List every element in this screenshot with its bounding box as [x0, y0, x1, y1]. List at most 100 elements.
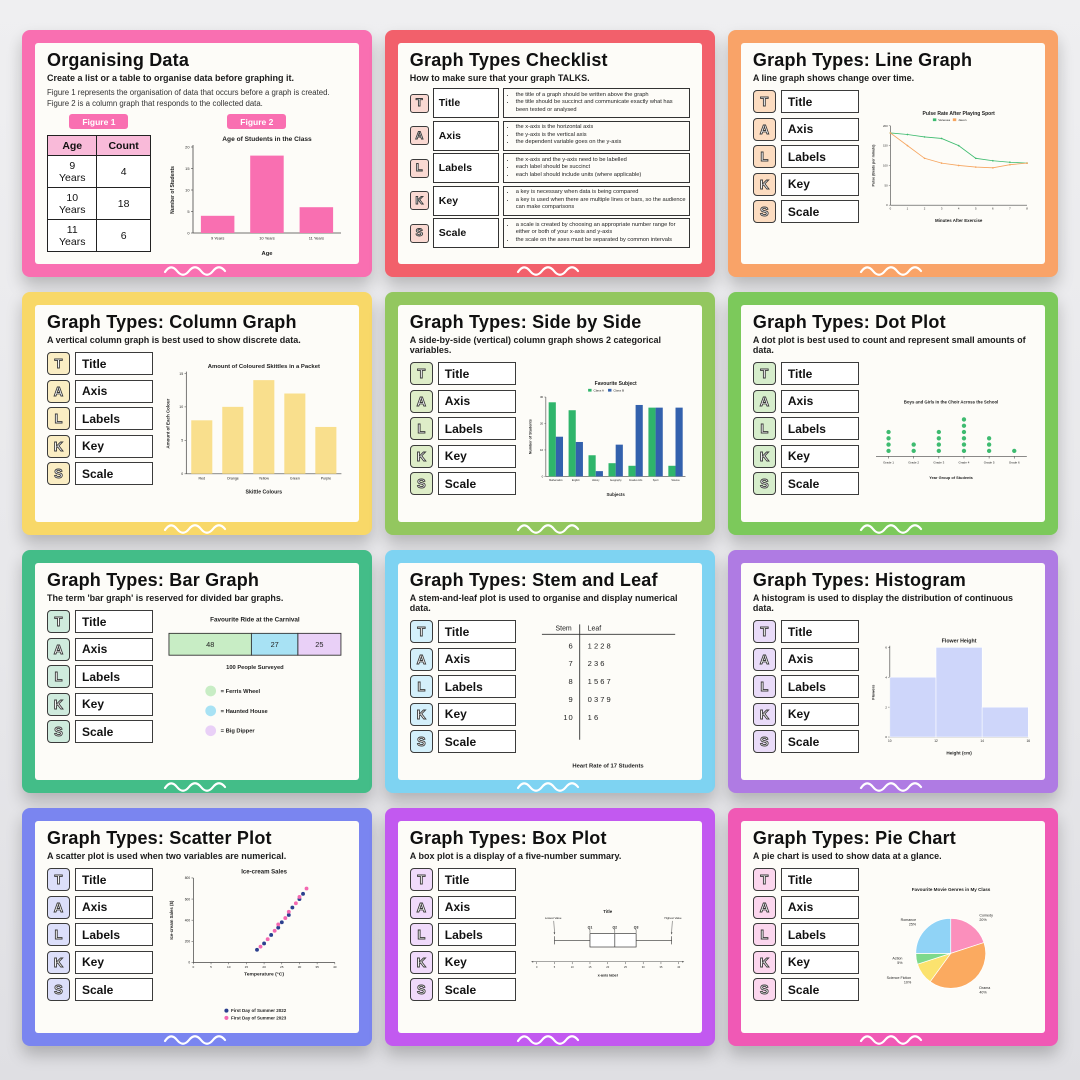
talks-label: Axis — [437, 647, 516, 671]
scatter-chart: Ice-cream Sales 0 200 400 600 800 0 5 10 15 20 25 30… — [163, 866, 347, 1024]
svg-text:Geography: Geography — [610, 479, 622, 482]
svg-text:Ice-cream Sales ($): Ice-cream Sales ($) — [169, 900, 174, 940]
talks-row: K Key — [409, 950, 516, 974]
talks-row: A Axis — [47, 895, 153, 919]
card-column-graph: Graph Types: Column Graph A vertical col… — [22, 292, 372, 536]
card-subtitle: A vertical column graph is best used to … — [47, 335, 301, 346]
card-subtitle: A stem-and-leaf plot is used to organise… — [409, 593, 678, 614]
grouped-bar-chart: Favourite Subject Class A Class B 0 10 20 30 Ma… — [526, 360, 690, 518]
svg-text:x-axis label: x-axis label — [597, 974, 617, 978]
talks-letter-tile: A — [752, 117, 776, 141]
svg-text:Age of Students in the Class: Age of Students in the Class — [222, 136, 312, 143]
svg-text:10: 10 — [185, 188, 190, 193]
card-title: Graph Types: Box Plot — [409, 828, 607, 849]
talks-row: S Scale — [409, 978, 516, 1002]
svg-text:Creative Arts: Creative Arts — [629, 479, 643, 482]
svg-text:Highest Value: Highest Value — [664, 916, 682, 920]
talks-row: S Scale — [752, 472, 859, 496]
talks-label: Scale — [75, 462, 153, 486]
svg-text:Subjects: Subjects — [606, 492, 625, 497]
svg-text:Number of Students: Number of Students — [170, 166, 176, 214]
talks-letter-tile: T — [752, 362, 776, 386]
talks-row: T Title — [47, 610, 153, 634]
talks-letter-tile: K — [409, 444, 433, 468]
talks-letter-tile: A — [409, 126, 429, 145]
svg-text:9: 9 — [568, 695, 573, 704]
card-box-plot: Graph Types: Box Plot A box plot is a di… — [384, 808, 715, 1046]
svg-text:Grade 1: Grade 1 — [883, 460, 894, 464]
svg-text:0 3 7 9: 0 3 7 9 — [587, 695, 610, 704]
talks-row: S Scale — [47, 462, 153, 486]
talks-label: Axis — [780, 895, 859, 919]
svg-text:5: 5 — [181, 439, 183, 443]
talks-label: Labels — [75, 665, 153, 689]
svg-text:25: 25 — [624, 966, 627, 969]
svg-text:Grade 3: Grade 3 — [933, 460, 944, 464]
talks-label: Title — [780, 362, 859, 386]
svg-text:1: 1 — [907, 206, 909, 210]
checklist-row: AAxisthe x-axis is the horizontal axisth… — [409, 120, 690, 151]
talks-label: Axis — [437, 389, 516, 413]
talks-row: K Key — [47, 950, 153, 974]
card-pie-chart: Graph Types: Pie Chart A pie chart is us… — [727, 808, 1058, 1046]
talks-label: Scale — [437, 978, 516, 1002]
talks-label: Scale — [75, 978, 153, 1002]
talks-label: Scale — [780, 200, 859, 223]
svg-text:Orange: Orange — [227, 477, 239, 481]
talks-table: T Title A Axis L Labels K Key S Scale — [409, 618, 516, 776]
svg-text:30: 30 — [298, 965, 302, 969]
svg-text:20: 20 — [185, 145, 190, 150]
svg-text:8: 8 — [1026, 206, 1028, 210]
svg-text:Class A: Class A — [593, 388, 604, 392]
card-title: Graph Types: Pie Chart — [752, 828, 957, 849]
talks-letter-tile: K — [47, 434, 70, 458]
talks-label: Axis — [780, 117, 859, 141]
card-stem-and-leaf: Graph Types: Stem and Leaf A stem-and-le… — [384, 550, 715, 794]
talks-label: Title — [780, 90, 859, 113]
svg-text:15: 15 — [245, 965, 249, 969]
card-subtitle: A pie chart is used to show data at a gl… — [752, 851, 942, 862]
talks-row: T Title — [752, 868, 859, 892]
checklist-label: Key — [432, 185, 499, 216]
talks-row: L Labels — [47, 665, 153, 689]
svg-text:Science Fiction: Science Fiction — [886, 976, 911, 980]
svg-text:Jason: Jason — [958, 118, 967, 122]
card-title: Graph Types: Line Graph — [752, 50, 973, 70]
svg-text:600: 600 — [185, 897, 191, 901]
talks-label: Labels — [437, 923, 516, 947]
talks-label: Scale — [780, 730, 859, 754]
svg-text:First Day of Summer 2022: First Day of Summer 2022 — [231, 1008, 287, 1013]
talks-letter-tile: T — [752, 620, 776, 644]
talks-letter-tile: K — [409, 191, 429, 210]
talks-letter-tile: L — [409, 923, 433, 947]
talks-label: Key — [437, 444, 516, 468]
svg-text:Height (cm): Height (cm) — [946, 751, 972, 756]
checklist-label: Scale — [432, 218, 499, 248]
checklist-row: SScalea scale is created by choosing an … — [409, 218, 690, 248]
card-subtitle: A dot plot is best used to count and rep… — [752, 335, 1026, 356]
svg-text:Amount of Coloured Skittles in: Amount of Coloured Skittles in a Packet — [208, 364, 320, 370]
talks-label: Axis — [437, 895, 516, 919]
svg-text:11 Years: 11 Years — [308, 236, 323, 241]
card-title: Graph Types Checklist — [409, 50, 608, 70]
svg-text:0: 0 — [889, 206, 891, 210]
svg-text:2: 2 — [924, 206, 926, 210]
checklist-bullets: the title of a graph should be written a… — [502, 88, 690, 118]
svg-text:Flower Height: Flower Height — [942, 639, 977, 645]
talks-letter-tile: L — [409, 158, 429, 178]
squiggle-decoration — [163, 782, 226, 792]
talks-letter-tile: T — [47, 610, 70, 634]
talks-row: S Scale — [752, 730, 859, 754]
talks-letter-tile: L — [409, 675, 433, 699]
svg-text:Action: Action — [892, 957, 902, 961]
talks-table: T Title A Axis L Labels K Key S Scale — [47, 350, 153, 508]
svg-text:50: 50 — [884, 183, 888, 187]
talks-label: Key — [780, 172, 859, 196]
talks-label: Labels — [75, 923, 153, 947]
card-histogram: Graph Types: Histogram A histogram is us… — [727, 550, 1058, 794]
card-subtitle: A histogram is used to display the distr… — [752, 593, 1014, 614]
svg-text:Grade 2: Grade 2 — [908, 460, 919, 464]
svg-text:100: 100 — [883, 164, 888, 168]
talks-letter-tile: T — [409, 362, 433, 386]
talks-row: K Key — [47, 692, 153, 716]
